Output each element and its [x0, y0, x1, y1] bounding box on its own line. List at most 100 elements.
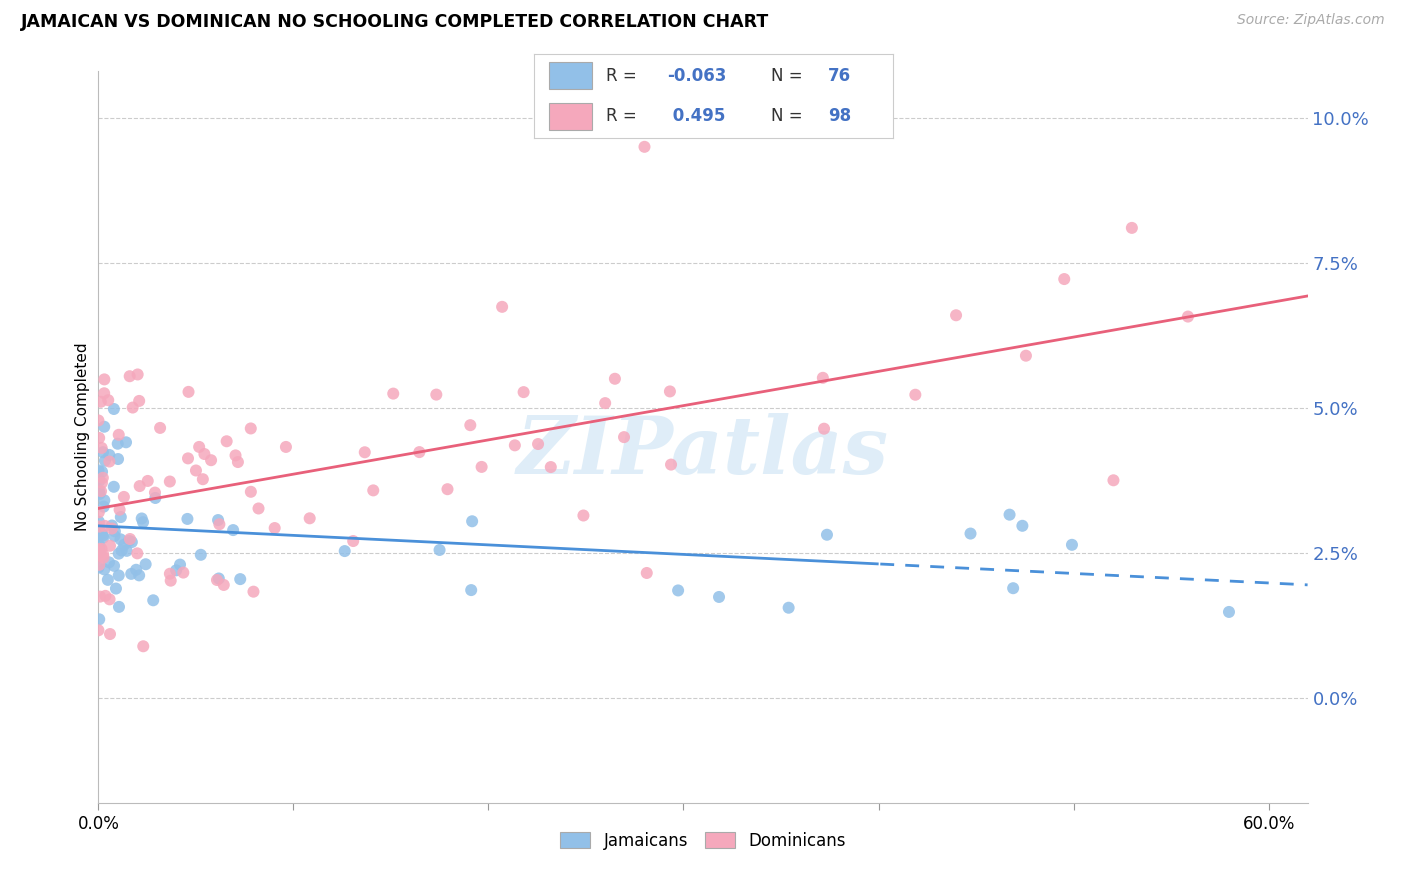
Point	[125, 563, 148, 577]
Point	[159, 574, 181, 588]
Point	[87, 472, 110, 486]
Point	[97, 573, 120, 587]
Point	[103, 529, 125, 543]
Point	[94, 589, 117, 603]
Point	[90, 394, 112, 409]
Point	[89, 519, 111, 533]
Point	[658, 384, 681, 399]
Point	[91, 465, 114, 479]
Point	[115, 544, 138, 558]
Point	[200, 453, 222, 467]
Point	[89, 431, 111, 445]
Point	[91, 471, 114, 485]
Point	[87, 474, 110, 488]
Point	[111, 543, 134, 558]
Point	[108, 599, 131, 614]
Point	[87, 505, 110, 519]
Text: 76: 76	[828, 67, 852, 85]
Bar	[548, 103, 592, 130]
Point	[959, 526, 981, 541]
Point	[103, 480, 125, 494]
Point	[503, 438, 526, 452]
Point	[263, 521, 285, 535]
Point	[666, 583, 689, 598]
Point	[353, 445, 375, 459]
Point	[239, 421, 262, 435]
Point	[707, 590, 730, 604]
Point	[207, 513, 229, 527]
Text: R =: R =	[606, 67, 643, 85]
Point	[101, 522, 124, 536]
Point	[222, 523, 245, 537]
Point	[98, 627, 121, 641]
Point	[1177, 310, 1199, 324]
Point	[1060, 538, 1083, 552]
Point	[120, 566, 142, 581]
Text: Source: ZipAtlas.com: Source: ZipAtlas.com	[1237, 13, 1385, 28]
Point	[215, 434, 238, 449]
Point	[613, 430, 636, 444]
Point	[94, 519, 117, 533]
Text: JAMAICAN VS DOMINICAN NO SCHOOLING COMPLETED CORRELATION CHART: JAMAICAN VS DOMINICAN NO SCHOOLING COMPL…	[21, 13, 769, 31]
Point	[811, 371, 834, 385]
Point	[159, 475, 181, 489]
Point	[242, 584, 264, 599]
Point	[512, 385, 534, 400]
Point	[103, 558, 125, 573]
Point	[98, 555, 121, 569]
Point	[149, 421, 172, 435]
Text: R =: R =	[606, 107, 643, 125]
Text: ZIPatlas: ZIPatlas	[517, 413, 889, 491]
Point	[115, 435, 138, 450]
Point	[1121, 220, 1143, 235]
Point	[815, 527, 838, 541]
Point	[107, 452, 129, 467]
Point	[1218, 605, 1240, 619]
Point	[159, 566, 181, 581]
Point	[87, 542, 110, 557]
Point	[118, 533, 141, 548]
Point	[1102, 473, 1125, 487]
Point	[298, 511, 321, 525]
Point	[87, 472, 110, 486]
Point	[229, 572, 252, 586]
Point	[190, 548, 212, 562]
Point	[191, 472, 214, 486]
Point	[636, 566, 658, 580]
Point	[108, 502, 131, 516]
Point	[104, 582, 127, 596]
Point	[110, 533, 132, 547]
Point	[87, 624, 110, 638]
Point	[90, 441, 112, 455]
Text: 98: 98	[828, 107, 852, 125]
Legend: Jamaicans, Dominicans: Jamaicans, Dominicans	[554, 825, 852, 856]
Point	[1011, 518, 1033, 533]
Point	[945, 308, 967, 322]
Point	[94, 453, 117, 467]
Point	[89, 612, 111, 626]
Point	[89, 483, 111, 498]
Point	[143, 485, 166, 500]
Point	[107, 547, 129, 561]
Point	[104, 524, 127, 539]
Point	[89, 545, 111, 559]
Point	[97, 393, 120, 408]
Point	[633, 140, 655, 154]
Point	[491, 300, 513, 314]
Point	[142, 593, 165, 607]
Point	[127, 546, 149, 560]
Point	[165, 563, 187, 577]
Point	[87, 544, 110, 558]
Point	[93, 419, 115, 434]
Point	[778, 600, 800, 615]
Point	[118, 369, 141, 384]
Point	[659, 458, 682, 472]
Point	[91, 547, 114, 561]
Bar	[548, 62, 592, 89]
Point	[429, 543, 451, 558]
Point	[89, 487, 111, 501]
Point	[87, 463, 110, 477]
Point	[131, 511, 153, 525]
Point	[193, 447, 215, 461]
Point	[247, 501, 270, 516]
